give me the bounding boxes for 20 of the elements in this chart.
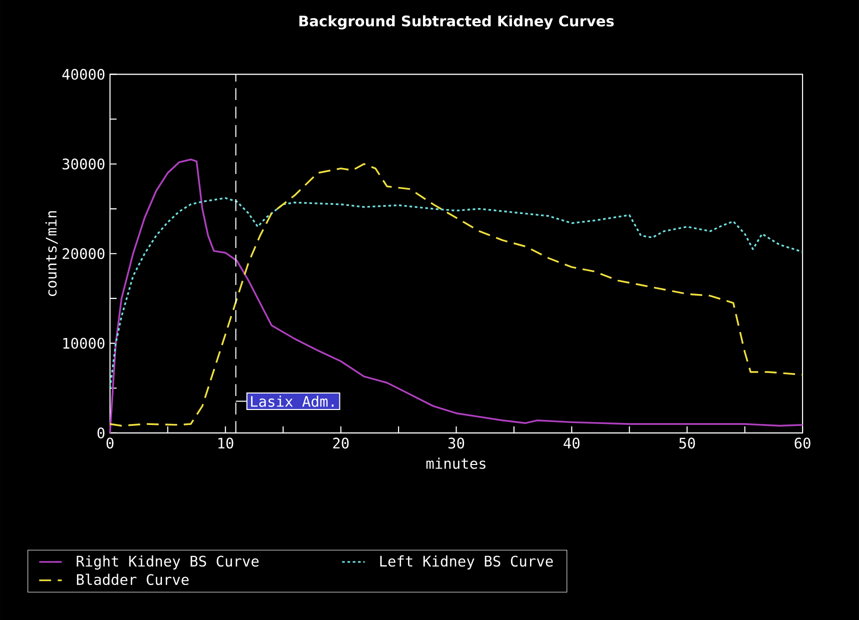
- y-tick-label: 40000: [62, 68, 104, 80]
- x-tick-label: 30: [448, 438, 464, 449]
- y-tick-label: 30000: [62, 158, 104, 170]
- x-tick-label: 40: [564, 438, 580, 449]
- legend-label: Right Kidney BS Curve: [76, 555, 259, 570]
- legend-label: Bladder Curve: [76, 574, 189, 585]
- x-tick-label: 0: [106, 438, 114, 449]
- y-axis-title: counts/min: [45, 211, 58, 296]
- x-tick-label: 20: [333, 438, 349, 449]
- x-axis-title: minutes: [426, 458, 486, 469]
- ref-line-label: Lasix Adm.: [251, 396, 334, 407]
- y-tick-label: 10000: [63, 338, 104, 349]
- y-tick-label: 0: [98, 427, 104, 438]
- x-tick-label: 50: [679, 438, 695, 449]
- legend-label: Left Kidney BS Curve: [380, 555, 553, 570]
- x-tick-label: 10: [218, 438, 234, 449]
- y-tick-label: 20000: [62, 248, 104, 260]
- line-series: [109, 197, 804, 389]
- x-tick-label: 60: [794, 438, 810, 449]
- chart-title: Background Subtracted Kidney Curves: [299, 15, 614, 30]
